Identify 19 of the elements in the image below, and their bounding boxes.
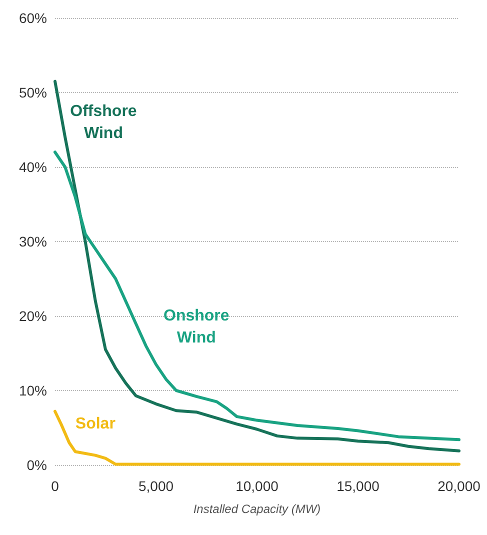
y-tick-label: 60% <box>18 10 47 26</box>
y-tick-label: 20% <box>18 308 47 324</box>
line-series <box>54 150 460 442</box>
series-label: Offshore Wind <box>70 102 137 142</box>
y-tick-label: 10% <box>18 382 47 398</box>
y-tick-label: 30% <box>18 234 47 250</box>
series-label: Onshore Wind <box>164 308 230 347</box>
series-label: Solar <box>75 416 116 433</box>
x-tick-label: 10,000 <box>236 478 279 494</box>
x-axis-title: Installed Capacity (MW) <box>193 502 321 516</box>
line-series <box>54 80 460 452</box>
x-tick-label: 15,000 <box>336 478 380 494</box>
y-tick-label: 50% <box>18 84 47 100</box>
y-tick-label: 40% <box>18 159 47 175</box>
y-tick-label: 0% <box>26 457 47 473</box>
x-tick-label: 20,000 <box>438 478 481 494</box>
x-tick-label: 5,000 <box>138 478 174 494</box>
x-tick-label: 0 <box>51 478 60 494</box>
line-series <box>54 410 460 466</box>
